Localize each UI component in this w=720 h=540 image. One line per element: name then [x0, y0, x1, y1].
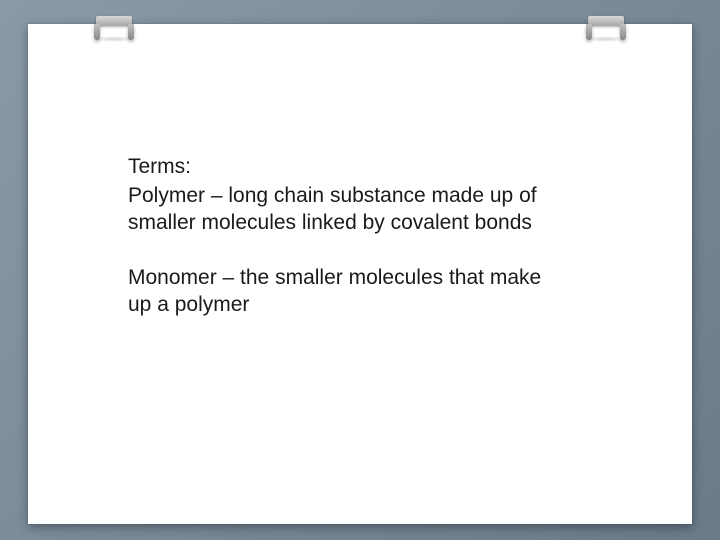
term-monomer: Monomer – the smaller molecules that mak…: [128, 265, 608, 319]
binder-clip-left: [88, 16, 140, 42]
binder-clip-right: [580, 16, 632, 42]
term-monomer-line2: up a polymer: [128, 292, 608, 319]
term-polymer: Polymer – long chain substance made up o…: [128, 183, 608, 237]
term-polymer-line1: Polymer – long chain substance made up o…: [128, 183, 608, 210]
heading-terms: Terms:: [128, 154, 608, 181]
paper-page: Terms: Polymer – long chain substance ma…: [28, 24, 692, 524]
term-monomer-line1: Monomer – the smaller molecules that mak…: [128, 265, 608, 292]
term-polymer-line2: smaller molecules linked by covalent bon…: [128, 210, 608, 237]
slide-content: Terms: Polymer – long chain substance ma…: [128, 154, 608, 318]
